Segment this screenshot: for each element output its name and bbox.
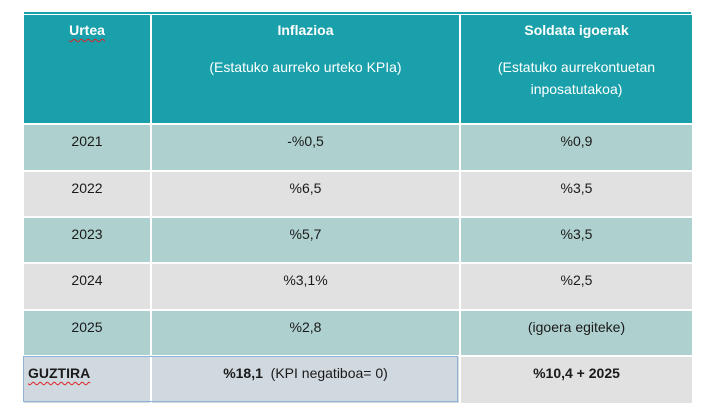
- header-inflation: Inflazioa (Estatuko aurreko urteko KPIa): [152, 15, 459, 123]
- cell-inflation: %6,5: [152, 172, 459, 216]
- header-wages-sub: (Estatuko aurrekontuetan inposatutakoa): [497, 59, 656, 97]
- total-inflation-note: (KPI negatiboa= 0): [270, 365, 388, 381]
- cell-wages: (igoera egiteke): [461, 311, 692, 355]
- header-wages-label: Soldata igoerak: [524, 22, 629, 38]
- total-inflation: %18,1: [223, 365, 263, 381]
- cell-wages: %0,9: [461, 125, 692, 170]
- cell-inflation: %3,1%: [152, 264, 459, 309]
- header-inflation-label: Inflazioa: [277, 22, 334, 38]
- inflation-wages-table: Urtea Inflazioa (Estatuko aurreko urteko …: [24, 15, 692, 403]
- cell-wages: %3,5: [461, 218, 692, 262]
- cell-year: 2022: [24, 172, 150, 216]
- cell-wages: %3,5: [461, 172, 692, 216]
- cell-inflation: %5,7: [152, 218, 459, 262]
- cell-year: 2023: [24, 218, 150, 262]
- cell-year: 2024: [24, 264, 150, 309]
- header-inflation-sub: (Estatuko aurreko urteko KPIa): [209, 59, 402, 75]
- cell-inflation: %2,8: [152, 311, 459, 355]
- total-label-cell[interactable]: GUZTIRA: [24, 357, 150, 403]
- table-top-border: [24, 12, 691, 14]
- header-year: Urtea: [24, 15, 150, 123]
- cell-wages: %2,5: [461, 264, 692, 309]
- total-wages: %10,4 + 2025: [461, 357, 692, 403]
- cell-inflation: -%0,5: [152, 125, 459, 170]
- cell-year: 2025: [24, 311, 150, 355]
- total-label: GUZTIRA: [28, 365, 91, 381]
- total-inflation-cell[interactable]: %18,1 (KPI negatiboa= 0): [152, 357, 459, 403]
- header-year-label: Urtea: [69, 22, 105, 38]
- header-wages: Soldata igoerak (Estatuko aurrekontuetan …: [461, 15, 692, 123]
- cell-year: 2021: [24, 125, 150, 170]
